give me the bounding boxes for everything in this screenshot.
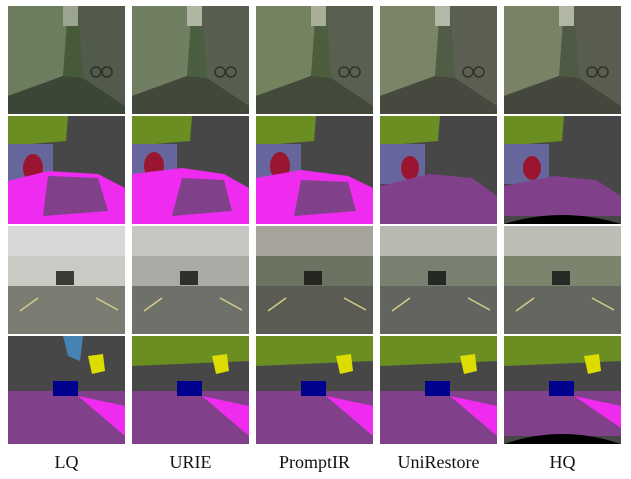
image-urie-street: [132, 6, 249, 114]
image-unirestore-road: [380, 226, 497, 334]
column-label-hq: HQ: [549, 452, 576, 472]
column-label-lq: LQ: [54, 452, 79, 472]
image-unirestore-street: [380, 6, 497, 114]
image-promptir-road: [256, 226, 373, 334]
segmentation-urie-street: [132, 116, 249, 224]
image-urie-road: [132, 226, 249, 334]
segmentation-urie-road: [132, 336, 249, 444]
segmentation-promptir-road: [256, 336, 373, 444]
segmentation-hq-street: [504, 116, 621, 224]
column-label-promptir: PromptIR: [278, 452, 350, 472]
segmentation-unirestore-road: [380, 336, 497, 444]
segmentation-hq-road: [504, 336, 621, 444]
segmentation-lq-street: [8, 116, 125, 224]
image-lq-street: [8, 6, 125, 114]
segmentation-lq-road: [8, 336, 125, 444]
image-lq-road: [8, 226, 125, 334]
segmentation-promptir-street: [256, 116, 373, 224]
image-promptir-street: [256, 6, 373, 114]
column-label-unirestore: UniRestore: [397, 452, 480, 472]
column-label-urie: URIE: [169, 452, 212, 472]
image-hq-road: [504, 226, 621, 334]
segmentation-unirestore-street: [380, 116, 497, 224]
image-hq-street: [504, 6, 621, 114]
